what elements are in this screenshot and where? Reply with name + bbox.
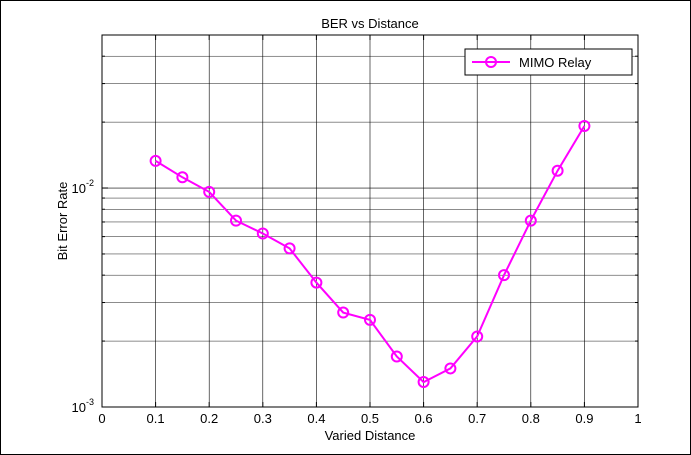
legend: MIMO Relay <box>464 48 633 76</box>
grid <box>102 35 638 407</box>
y-tick-label: 10-3 <box>72 397 94 415</box>
data-point <box>364 313 376 326</box>
y-tick-label: 10-2 <box>72 178 94 196</box>
x-tick-label: 0.5 <box>361 411 379 426</box>
legend-marker-sample <box>485 56 497 68</box>
series-line <box>155 125 586 384</box>
data-point <box>390 350 403 363</box>
x-tick-label: 0.8 <box>522 411 540 426</box>
chart-title: BER vs Distance <box>321 16 419 31</box>
x-tick-label: 0.2 <box>200 411 218 426</box>
data-point <box>337 306 350 319</box>
data-point <box>149 154 162 167</box>
data-point <box>256 227 269 240</box>
x-tick-label: 0.9 <box>575 411 593 426</box>
data-point <box>310 276 323 289</box>
data-point <box>524 214 537 227</box>
legend-label: MIMO Relay <box>519 55 592 70</box>
data-point <box>417 376 430 389</box>
x-tick-label: 1 <box>634 411 641 426</box>
x-tick-label: 0.6 <box>415 411 433 426</box>
data-point <box>444 362 457 375</box>
y-axis-label: Bit Error Rate <box>55 182 70 261</box>
data-point <box>176 171 189 184</box>
x-tick-label: 0.4 <box>307 411 325 426</box>
x-axis-label: Varied Distance <box>325 428 416 443</box>
data-point <box>283 242 296 255</box>
data-point <box>203 185 216 198</box>
x-tick-label: 0 <box>98 411 105 426</box>
ticks: 0 0.1 0.2 0.3 0.4 0.5 0.6 0.7 0.8 0.9 1 10-3 10-2 <box>72 35 642 426</box>
x-tick-label: 0.3 <box>254 411 272 426</box>
data-point <box>498 269 510 282</box>
x-tick-label: 0.1 <box>147 411 165 426</box>
data-point <box>230 214 242 227</box>
series-layer <box>149 120 591 389</box>
data-point <box>471 330 484 343</box>
data-point <box>578 120 591 133</box>
data-point <box>551 164 564 177</box>
x-tick-label: 0.7 <box>468 411 486 426</box>
